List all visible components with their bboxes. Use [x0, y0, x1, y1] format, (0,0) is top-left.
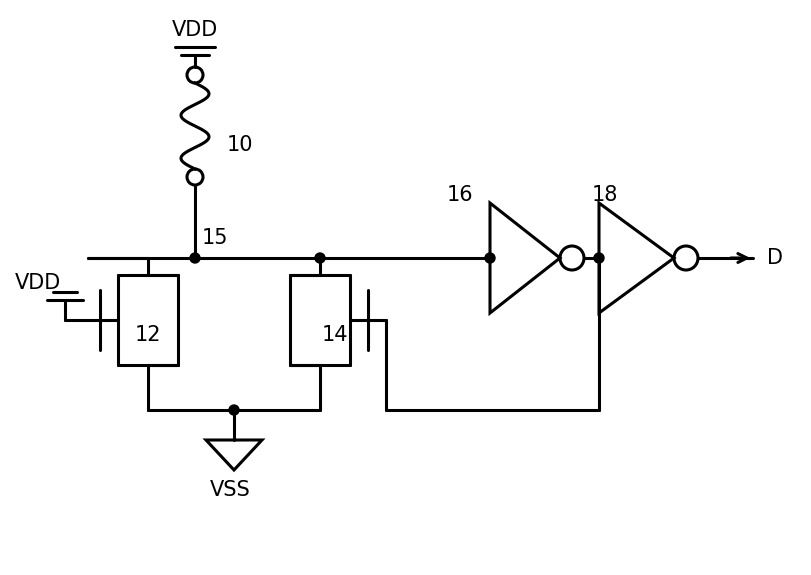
Text: D: D — [766, 248, 782, 268]
Text: VDD: VDD — [172, 20, 218, 40]
Text: 15: 15 — [201, 228, 228, 248]
Text: 14: 14 — [321, 325, 348, 345]
Circle shape — [190, 253, 200, 263]
Circle shape — [484, 253, 495, 263]
Circle shape — [315, 253, 324, 263]
Text: 16: 16 — [446, 185, 473, 205]
Circle shape — [229, 405, 238, 415]
Circle shape — [594, 253, 603, 263]
Text: VSS: VSS — [209, 480, 250, 500]
Text: 12: 12 — [135, 325, 161, 345]
Text: VDD: VDD — [15, 273, 61, 293]
Text: 10: 10 — [226, 135, 253, 155]
Text: 18: 18 — [591, 185, 617, 205]
